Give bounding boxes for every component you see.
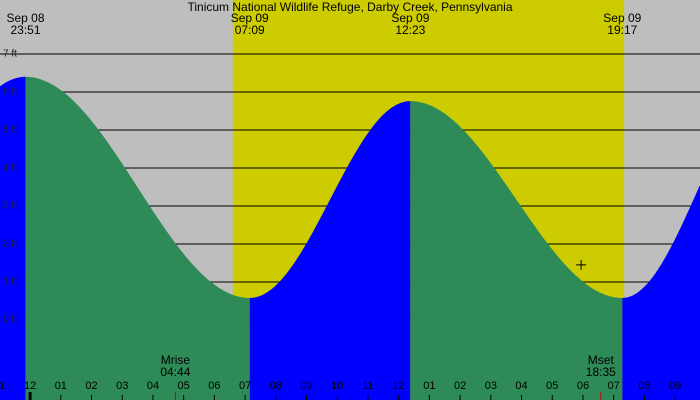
moon-time: 18:35 [586, 365, 616, 379]
x-tick-label: 05 [546, 380, 558, 392]
tide-time: 19:17 [607, 23, 637, 37]
y-tick-label: 5 ft [3, 125, 17, 136]
x-tick-label: 03 [116, 380, 128, 392]
chart-title: Tinicum National Wildlife Refuge, Darby … [187, 0, 512, 14]
falling-tide [25, 76, 250, 400]
y-tick-label: 4 ft [3, 163, 17, 174]
x-tick-label: 09 [669, 380, 681, 392]
y-tick-label: 3 ft [3, 201, 17, 212]
x-tick-label: 07 [239, 380, 251, 392]
x-tick-label: 12 [393, 380, 405, 392]
moon-time: 04:44 [160, 365, 190, 379]
rising-tide [622, 185, 700, 400]
falling-tide [410, 101, 623, 400]
tide-date: Sep 09 [231, 11, 269, 25]
rising-tide [249, 101, 411, 400]
tide-time: 07:09 [235, 23, 265, 37]
y-tick-label: 7 ft [3, 49, 17, 60]
y-tick-label: 0 ft [3, 315, 17, 326]
x-tick-label: 04 [515, 380, 527, 392]
x-tick-label: 11 [0, 380, 5, 392]
x-tick-label: 12 [24, 380, 36, 392]
y-tick-label: 6 ft [3, 87, 17, 98]
x-tick-label: 02 [85, 380, 97, 392]
x-tick-label: 08 [270, 380, 282, 392]
x-tick-label: 09 [300, 380, 312, 392]
x-tick-label: 11 [362, 380, 373, 392]
x-tick-label: 06 [577, 380, 589, 392]
x-tick-label: 06 [208, 380, 220, 392]
x-tick-label: 07 [608, 380, 620, 392]
x-tick-label: 10 [331, 380, 343, 392]
moon-label: Mset [588, 353, 615, 367]
tide-time: 12:23 [395, 23, 425, 37]
moon-label: Mrise [161, 353, 191, 367]
y-tick-label: 1 ft [3, 277, 17, 288]
x-tick-label: 02 [454, 380, 466, 392]
tide-date: Sep 09 [391, 11, 429, 25]
tide-date: Sep 08 [6, 11, 44, 25]
rising-tide [0, 76, 26, 400]
current-marker [576, 259, 587, 270]
tide-time: 23:51 [10, 23, 40, 37]
x-tick-label: 01 [423, 380, 435, 392]
x-tick-label: 04 [147, 380, 159, 392]
x-tick-label: 01 [55, 380, 67, 392]
x-tick-label: 05 [178, 380, 190, 392]
x-tick-label: 03 [485, 380, 497, 392]
tide-date: Sep 09 [603, 11, 641, 25]
y-tick-label: 2 ft [3, 239, 17, 250]
x-tick-label: 08 [638, 380, 650, 392]
